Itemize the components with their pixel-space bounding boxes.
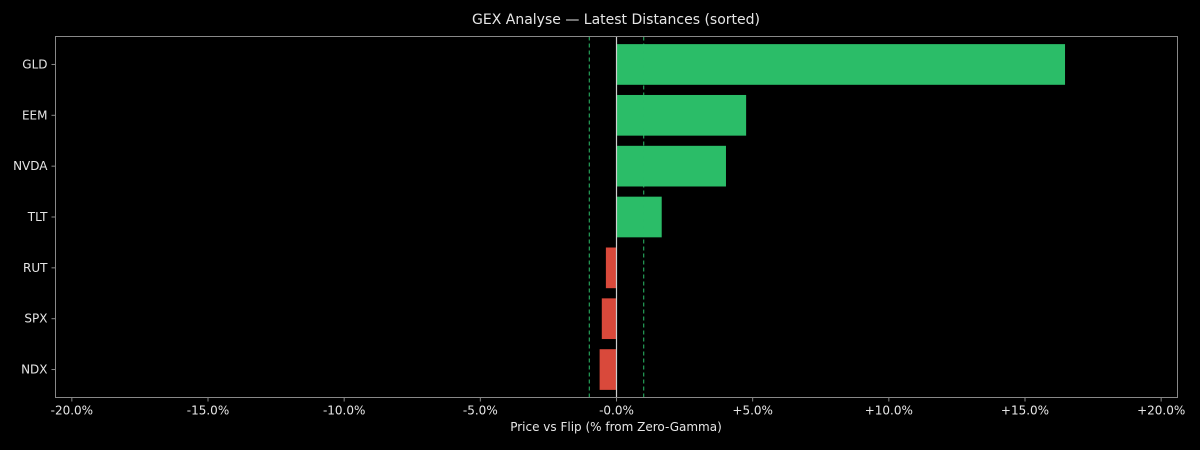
x-tick-label: -15.0% <box>187 404 229 418</box>
x-tick-label: -5.0% <box>463 404 498 418</box>
y-tick-label: NDX <box>21 363 47 377</box>
y-tick-label: RUT <box>23 261 48 275</box>
bar-ndx <box>599 349 617 390</box>
chart-title: GEX Analyse — Latest Distances (sorted) <box>472 12 760 28</box>
bar-spx <box>601 298 617 340</box>
bar-rut <box>605 247 617 289</box>
y-tick-label: SPX <box>24 312 47 326</box>
x-tick-label: -0.0% <box>599 404 634 418</box>
x-tick-label: -10.0% <box>323 404 365 418</box>
bar-tlt <box>616 196 662 238</box>
x-tick-label: +5.0% <box>732 404 773 418</box>
x-tick-label: +20.0% <box>1137 404 1185 418</box>
bar-eem <box>616 94 747 136</box>
x-tick-label: +10.0% <box>865 404 913 418</box>
x-tick-label: -20.0% <box>51 404 93 418</box>
y-tick-label: GLD <box>22 57 47 71</box>
x-axis-label: Price vs Flip (% from Zero-Gamma) <box>510 420 722 434</box>
y-tick-label: NVDA <box>13 159 48 173</box>
y-tick-label: TLT <box>27 210 48 224</box>
bar-gld <box>616 44 1066 85</box>
bar-nvda <box>616 145 726 187</box>
x-tick-label: +15.0% <box>1001 404 1049 418</box>
y-tick-label: EEM <box>22 108 48 122</box>
